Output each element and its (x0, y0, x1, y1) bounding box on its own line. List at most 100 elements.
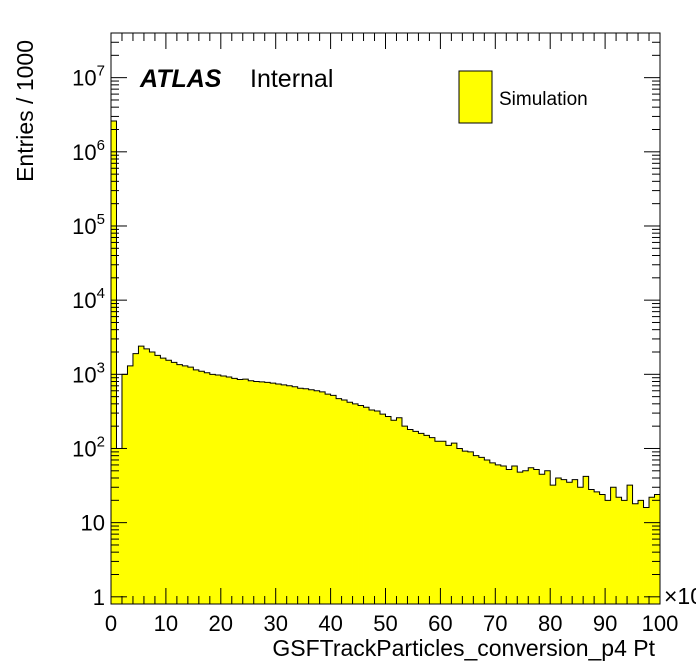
x-tick-labels: 0 10 20 30 40 50 60 70 80 90 100 (105, 611, 678, 636)
x-tick-label: 90 (593, 611, 617, 636)
histogram-bar (116, 448, 123, 604)
histogram-bar (407, 429, 414, 604)
histogram-bar (242, 379, 249, 604)
histogram-bar (281, 384, 288, 604)
axis-ticks (110, 32, 661, 604)
histogram-bar (561, 479, 568, 604)
x-tick-label: 80 (538, 611, 562, 636)
histogram-bar (149, 351, 156, 604)
histogram-bar (528, 467, 535, 604)
histogram-bar (303, 388, 310, 604)
x-tick-label: 0 (105, 611, 117, 636)
histogram-bar (495, 464, 502, 604)
histogram-bar (390, 420, 397, 604)
histogram-bar (401, 426, 408, 604)
histogram-bar (539, 474, 546, 604)
histogram-bar (500, 466, 507, 604)
histogram-bar (275, 384, 282, 604)
y-tick-label: 105 (72, 211, 105, 239)
histogram-bar (325, 394, 331, 604)
histogram-bar (363, 407, 370, 604)
histogram-bar (544, 470, 551, 604)
histogram-bar (121, 374, 128, 604)
histogram-bar (583, 476, 590, 604)
histogram-bar (473, 455, 480, 604)
histogram-bar (182, 365, 189, 604)
histogram-bar (259, 381, 266, 604)
histogram-bar (374, 411, 381, 604)
histogram-bar (369, 410, 375, 604)
y-tick-label: 1 (93, 585, 105, 610)
histogram-bar (577, 487, 584, 604)
x-axis-title: GSFTrackParticles_conversion_p4 Pt (272, 635, 655, 661)
histogram-bar (380, 414, 386, 604)
y-tick-label: 106 (72, 137, 105, 165)
histogram-bar (599, 494, 606, 604)
histogram-bar (132, 353, 139, 604)
x-tick-label: 60 (428, 611, 452, 636)
histogram-bar (396, 417, 403, 604)
histogram-bar (412, 431, 419, 604)
histogram-bar (511, 466, 518, 604)
histogram-bar (286, 385, 293, 604)
histogram-bar (215, 374, 222, 604)
histogram-bar (231, 378, 238, 604)
legend-swatch (458, 70, 493, 124)
histogram-bar (160, 358, 167, 604)
legend-label: Simulation (499, 89, 588, 110)
y-tick-label: 107 (72, 63, 105, 91)
histogram-bar (638, 500, 644, 604)
histogram-bar (198, 371, 205, 604)
histogram-bar (429, 437, 436, 604)
histogram-bar (308, 389, 315, 604)
histogram-bar (204, 372, 211, 604)
histogram-bar (187, 367, 194, 604)
histogram-bar (572, 479, 579, 604)
histogram-bar (292, 386, 299, 604)
histogram-outline (110, 120, 661, 604)
histogram-bar (440, 441, 447, 604)
histogram-bar (314, 390, 321, 604)
histogram-bar (467, 451, 474, 604)
histogram-bar (237, 379, 244, 604)
histogram-bar (632, 503, 639, 604)
histogram-bar (610, 487, 617, 604)
x-tick-label: 40 (318, 611, 342, 636)
y-axis-title: Entries / 1000 (12, 40, 38, 182)
histogram-bar (616, 497, 622, 604)
internal-label: Internal (250, 65, 333, 93)
histogram-bar (456, 448, 463, 604)
histogram-bar (253, 381, 260, 604)
histogram-bar (594, 491, 601, 604)
histogram-bars (111, 121, 661, 604)
y-tick-label: 102 (72, 433, 105, 461)
x-tick-label: 20 (209, 611, 233, 636)
histogram-bar (445, 445, 452, 604)
y-tick-label: 103 (72, 359, 105, 387)
histogram-bar (352, 403, 359, 604)
legend: Simulation (458, 70, 588, 124)
histogram-bar (451, 443, 458, 604)
histogram-bar (385, 416, 392, 604)
histogram-bar (336, 398, 342, 604)
histogram-bar (627, 485, 633, 604)
histogram-bar (220, 375, 227, 604)
histogram-bar (506, 469, 513, 604)
histogram-bar (330, 395, 337, 604)
histogram-bar (264, 382, 271, 604)
histogram-bar (143, 348, 150, 604)
histogram-bar (588, 489, 595, 604)
y-tick-label: 10 (81, 511, 105, 536)
histogram-bar (171, 362, 178, 604)
x-tick-label: 10 (154, 611, 178, 636)
histogram-bar (643, 507, 650, 604)
histogram-bar (347, 402, 353, 604)
histogram-bar (654, 494, 661, 604)
x-tick-label: 100 (642, 611, 679, 636)
histogram-bar (522, 470, 529, 604)
histogram-bar (319, 391, 326, 604)
histogram-bar (533, 469, 540, 604)
histogram-bar (517, 472, 524, 604)
histogram-bar (127, 365, 134, 604)
histogram-bar (138, 346, 145, 604)
